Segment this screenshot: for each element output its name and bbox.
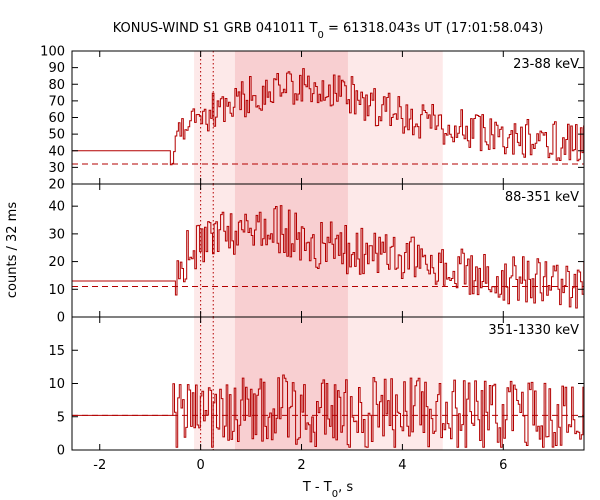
x-tick-label: -2 xyxy=(93,458,106,473)
y-tick-label: 60 xyxy=(48,111,65,126)
light-curve-series xyxy=(72,374,584,448)
panel-2: 0 10 20 30 40 88-351 keV xyxy=(48,183,585,326)
y-tick-label: 100 xyxy=(40,45,65,60)
x-tick-label: 2 xyxy=(297,458,305,473)
energy-band-label: 23-88 keV xyxy=(513,57,579,72)
y-tick-label: 30 xyxy=(48,161,65,176)
x-tick-label: 4 xyxy=(398,458,406,473)
y-tick-label: 10 xyxy=(48,377,65,392)
y-tick-label: 90 xyxy=(48,61,65,76)
y-tick-label: 40 xyxy=(48,200,65,215)
y-tick-label: 0 xyxy=(57,311,65,326)
y-tick-label: 40 xyxy=(48,144,65,159)
x-axis-title: T - T0, s xyxy=(302,480,353,500)
y-tick-label: 15 xyxy=(48,344,65,359)
y-tick-label: 10 xyxy=(48,283,65,298)
x-tick-label: 0 xyxy=(196,458,204,473)
x-axis-ticks: -2 0 2 4 6 xyxy=(93,458,507,473)
light-curve-series xyxy=(72,68,585,166)
y-tick-label: 0 xyxy=(57,444,65,459)
energy-band-label: 351-1330 keV xyxy=(488,323,579,338)
x-tick-label: 6 xyxy=(499,458,507,473)
chart-title: KONUS-WIND S1 GRB 041011 T0 = 61318.043s… xyxy=(113,21,544,41)
energy-band-label: 88-351 keV xyxy=(505,190,579,205)
y-tick-label: 80 xyxy=(48,78,65,93)
shaded-interval-2 xyxy=(234,51,348,184)
y-tick-label: 30 xyxy=(48,227,65,242)
y-tick-label: 20 xyxy=(48,178,65,193)
y-tick-label: 70 xyxy=(48,94,65,109)
y-tick-label: 50 xyxy=(48,128,65,143)
light-curve-series xyxy=(72,205,585,309)
y-tick-label: 5 xyxy=(57,410,65,425)
panel-3: 0 5 10 15 351-1330 keV xyxy=(48,316,585,459)
y-axis-title: counts / 32 ms xyxy=(5,202,20,298)
y-tick-label: 20 xyxy=(48,255,65,270)
